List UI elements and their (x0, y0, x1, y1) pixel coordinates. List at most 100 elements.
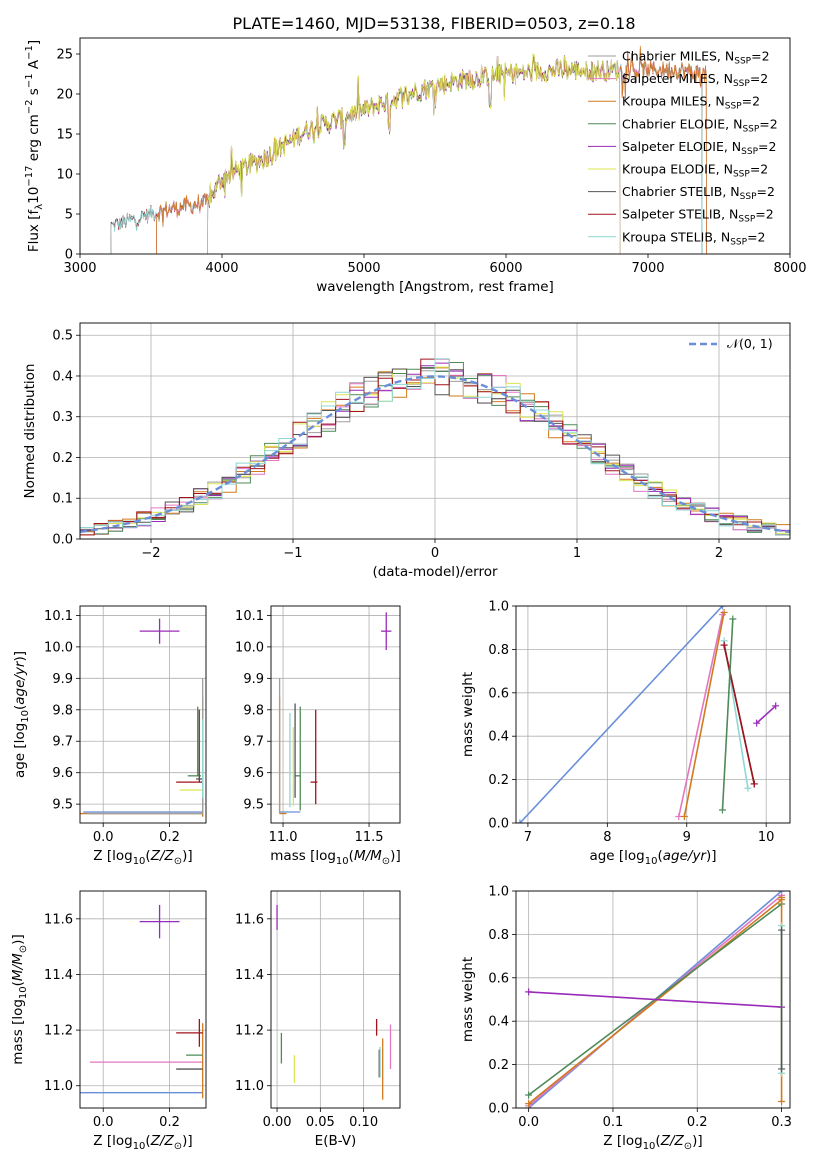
y-tick-label: 15 (56, 128, 73, 143)
normal-curve (80, 375, 790, 534)
mass-weight-line (528, 991, 782, 1008)
spectrum-series-line (110, 50, 703, 254)
error-bar-point (86, 678, 204, 815)
y-tick-label: 9.9 (243, 672, 264, 687)
mass-weight-line (678, 614, 724, 817)
y-tick-label: 0.4 (52, 369, 73, 384)
y-tick-label: 11.4 (44, 968, 73, 983)
axes-frame (79, 322, 791, 540)
mass-weight-marker (778, 926, 786, 934)
x-tick-label: −1 (283, 546, 302, 561)
y-tick-label: 10.0 (44, 640, 73, 655)
x-axis-label: Z [log10(Z/Z⊙)] (93, 1133, 192, 1152)
y-tick-label: 9.5 (243, 798, 264, 813)
plot-area (80, 904, 204, 1099)
panel-mass-vs-EBV: 0.00 0.05 0.10 11.0 11.2 11.4 11.6 E(B-V) (235, 890, 401, 1149)
y-tick-label: 11.4 (235, 968, 264, 983)
plot-area (516, 606, 780, 823)
y-axis-label: mass weight (460, 957, 476, 1042)
x-tick-label: −2 (141, 546, 160, 561)
x-tick-label: 7000 (631, 261, 664, 276)
x-tick-label: 0.2 (159, 830, 180, 845)
axes-frame (515, 605, 791, 824)
mass-weight-marker (516, 819, 524, 823)
ticks: −2 −1 0 1 2 0.0 0.1 0.2 0.3 0.4 0.5 (52, 329, 723, 561)
x-tick-label: 0.2 (159, 1115, 180, 1130)
mass-weight-marker (750, 780, 758, 788)
x-tick-label: 0.0 (93, 1115, 114, 1130)
y-tick-label: 0.2 (488, 773, 509, 788)
legend-entry: Chabrier MILES, NSSP=2 (622, 49, 770, 67)
legend-entry: Chabrier STELIB, NSSP=2 (622, 184, 775, 202)
grid (516, 605, 790, 824)
y-tick-label: 0.0 (488, 817, 509, 832)
legend-entry: Kroupa ELODIE, NSSP=2 (622, 162, 768, 180)
y-tick-label: 5 (65, 208, 73, 223)
mass-weight-marker (720, 641, 728, 649)
error-bar-point (295, 706, 301, 811)
grid (271, 606, 400, 823)
x-axis-label: Z [log10(Z/Z⊙)] (603, 1133, 702, 1152)
ticks: 11.0 11.5 9.5 9.6 9.7 9.8 9.9 10.0 10.1 (235, 609, 383, 845)
spectrum-legend: Chabrier MILES, NSSP=2 Salpeter MILES, NS… (588, 49, 778, 247)
x-tick-label: 0.05 (306, 1115, 335, 1130)
grid (80, 891, 206, 1108)
y-tick-label: 11.6 (44, 912, 73, 927)
y-tick-label: 0.0 (488, 1102, 509, 1117)
mass-weight-line (528, 894, 783, 1107)
panel-age-vs-mass: 11.0 11.5 9.5 9.6 9.7 9.8 9.9 10.0 10.1 mass [log… (235, 605, 401, 867)
legend-entry: Salpeter STELIB, NSSP=2 (622, 207, 774, 225)
mass-weight-marker (778, 894, 786, 902)
spectrum-series-line (207, 53, 621, 254)
mass-weight-marker (753, 719, 761, 727)
y-tick-label: 0 (65, 248, 73, 263)
mass-weight-marker (772, 702, 780, 710)
x-axis-label: (data-model)/error (372, 564, 498, 580)
legend-entry: 𝒩(0, 1) (727, 336, 773, 351)
legend-entry: Chabrier ELODIE, NSSP=2 (622, 116, 778, 134)
plot-area (525, 891, 786, 1108)
panel-residuals: −2 −1 0 1 2 0.0 0.1 0.2 0.3 0.4 0.5 (data-model)/er… (22, 322, 791, 580)
ticks: 0.0 0.1 0.2 0.3 0.0 0.2 0.4 0.6 0.8 1.0 (488, 885, 792, 1131)
y-axis-label: mass [log10(M/M⊙)] (10, 934, 29, 1064)
axes-frame (79, 890, 207, 1109)
mass-weight-marker (525, 988, 533, 996)
error-bar-point (139, 904, 180, 939)
spectrum-series-line (110, 50, 703, 254)
axes-frame (515, 890, 791, 1109)
y-axis-label: Normed distribution (22, 364, 38, 499)
mass-weight-marker (525, 1091, 533, 1099)
mass-weight-marker (720, 609, 728, 617)
ticks: 3000 4000 5000 6000 7000 8000 0 5 10 15 20 25 (56, 48, 806, 277)
x-tick-label: 0.10 (349, 1115, 378, 1130)
x-tick-label: 6000 (489, 261, 522, 276)
panel-age-vs-Z: 0.0 0.2 9.5 9.6 9.7 9.8 9.9 10.0 10.1 Z [log10(Z/… (12, 605, 207, 867)
mass-weight-marker (778, 1097, 786, 1105)
y-tick-label: 1.0 (488, 600, 509, 615)
ticks: 0.00 0.05 0.10 11.0 11.2 11.4 11.6 (235, 912, 378, 1130)
x-tick-label: 0.0 (93, 830, 114, 845)
plot-area (110, 45, 707, 254)
x-tick-label: 9 (683, 830, 691, 845)
ticks: 0.0 0.2 11.0 11.2 11.4 11.6 (44, 912, 180, 1130)
mass-weight-marker (718, 806, 726, 814)
y-tick-label: 10.1 (44, 609, 73, 624)
error-bar-point (139, 618, 180, 644)
y-tick-label: 10.0 (235, 640, 264, 655)
y-tick-label: 9.6 (52, 766, 73, 781)
x-tick-label: 8000 (773, 261, 806, 276)
x-tick-label: 0.3 (771, 1115, 792, 1130)
x-tick-label: 11.0 (269, 830, 298, 845)
y-tick-label: 0.3 (52, 410, 73, 425)
x-tick-label: 5000 (347, 261, 380, 276)
error-bar-point (176, 709, 203, 783)
y-tick-label: 25 (56, 48, 73, 63)
x-tick-label: 0 (431, 546, 439, 561)
mass-weight-marker (525, 1100, 533, 1108)
figure-title: PLATE=1460, MJD=53138, FIBERID=0503, z=0… (232, 14, 635, 33)
y-tick-label: 9.6 (243, 766, 264, 781)
ticks: 7 8 9 10 0.0 0.2 0.4 0.6 0.8 1.0 (488, 600, 774, 846)
y-tick-label: 0.2 (488, 1058, 509, 1073)
axes-frame (270, 890, 401, 1109)
